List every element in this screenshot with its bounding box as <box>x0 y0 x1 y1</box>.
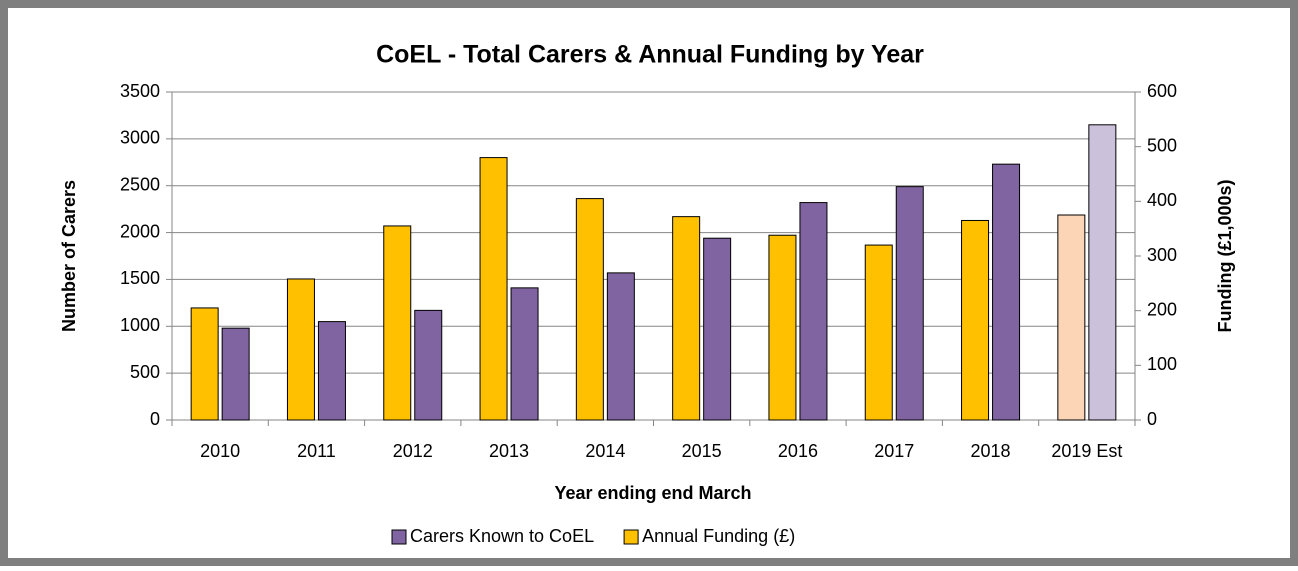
bar <box>510 287 539 421</box>
y-tick-label: 3000 <box>120 128 160 148</box>
x-tick-label: 2012 <box>393 441 433 461</box>
y-tick-label: 3500 <box>120 81 160 101</box>
bar <box>317 321 346 421</box>
x-tick-label: 2011 <box>297 441 336 461</box>
legend-label: Carers Known to CoEL <box>410 526 594 546</box>
x-tick-label: 2010 <box>200 441 240 461</box>
y2-tick-label: 200 <box>1147 299 1177 319</box>
y2-tick-label: 600 <box>1147 81 1177 101</box>
x-tick-label: 2015 <box>682 441 722 461</box>
y2-tick-label: 0 <box>1147 409 1157 429</box>
y-tick-label: 1000 <box>120 315 160 335</box>
x-tick-label: 2017 <box>874 441 914 461</box>
bar <box>1088 124 1117 421</box>
y2-axis-label: Funding (£1,000s) <box>1215 179 1235 332</box>
x-axis-label: Year ending end March <box>554 483 751 503</box>
y2-tick-label: 100 <box>1147 354 1177 374</box>
y-tick-label: 2000 <box>120 221 160 241</box>
bar <box>768 234 797 421</box>
bar <box>221 327 250 421</box>
bar <box>864 244 893 421</box>
bar <box>606 272 635 421</box>
bar <box>895 186 924 421</box>
y-tick-label: 1500 <box>120 268 160 288</box>
y-axis-label: Number of Carers <box>59 180 79 332</box>
bar <box>383 225 412 421</box>
y2-tick-label: 400 <box>1147 190 1177 210</box>
x-tick-label: 2014 <box>585 441 625 461</box>
y-tick-label: 2500 <box>120 174 160 194</box>
y-tick-label: 500 <box>130 362 160 382</box>
bar <box>286 278 315 421</box>
x-tick-label: 2016 <box>778 441 818 461</box>
y2-tick-label: 500 <box>1147 135 1177 155</box>
x-tick-label: 2018 <box>971 441 1011 461</box>
bar <box>703 237 732 421</box>
bar <box>1057 214 1086 421</box>
bar <box>190 307 219 421</box>
bar <box>961 219 990 421</box>
legend-swatch <box>391 529 407 545</box>
bar <box>479 157 508 421</box>
bar <box>992 163 1021 421</box>
bar <box>672 216 701 421</box>
y-tick-label: 0 <box>150 409 160 429</box>
chart-title: CoEL - Total Carers & Annual Funding by … <box>376 41 924 69</box>
x-tick-label: 2013 <box>489 441 529 461</box>
x-tick-label: 2019 Est <box>1051 441 1122 461</box>
bar <box>799 202 828 421</box>
y2-tick-label: 300 <box>1147 245 1177 265</box>
legend-label: Annual Funding (£) <box>642 526 795 546</box>
bar <box>414 309 443 421</box>
bar <box>575 198 604 421</box>
legend-swatch <box>623 529 639 545</box>
